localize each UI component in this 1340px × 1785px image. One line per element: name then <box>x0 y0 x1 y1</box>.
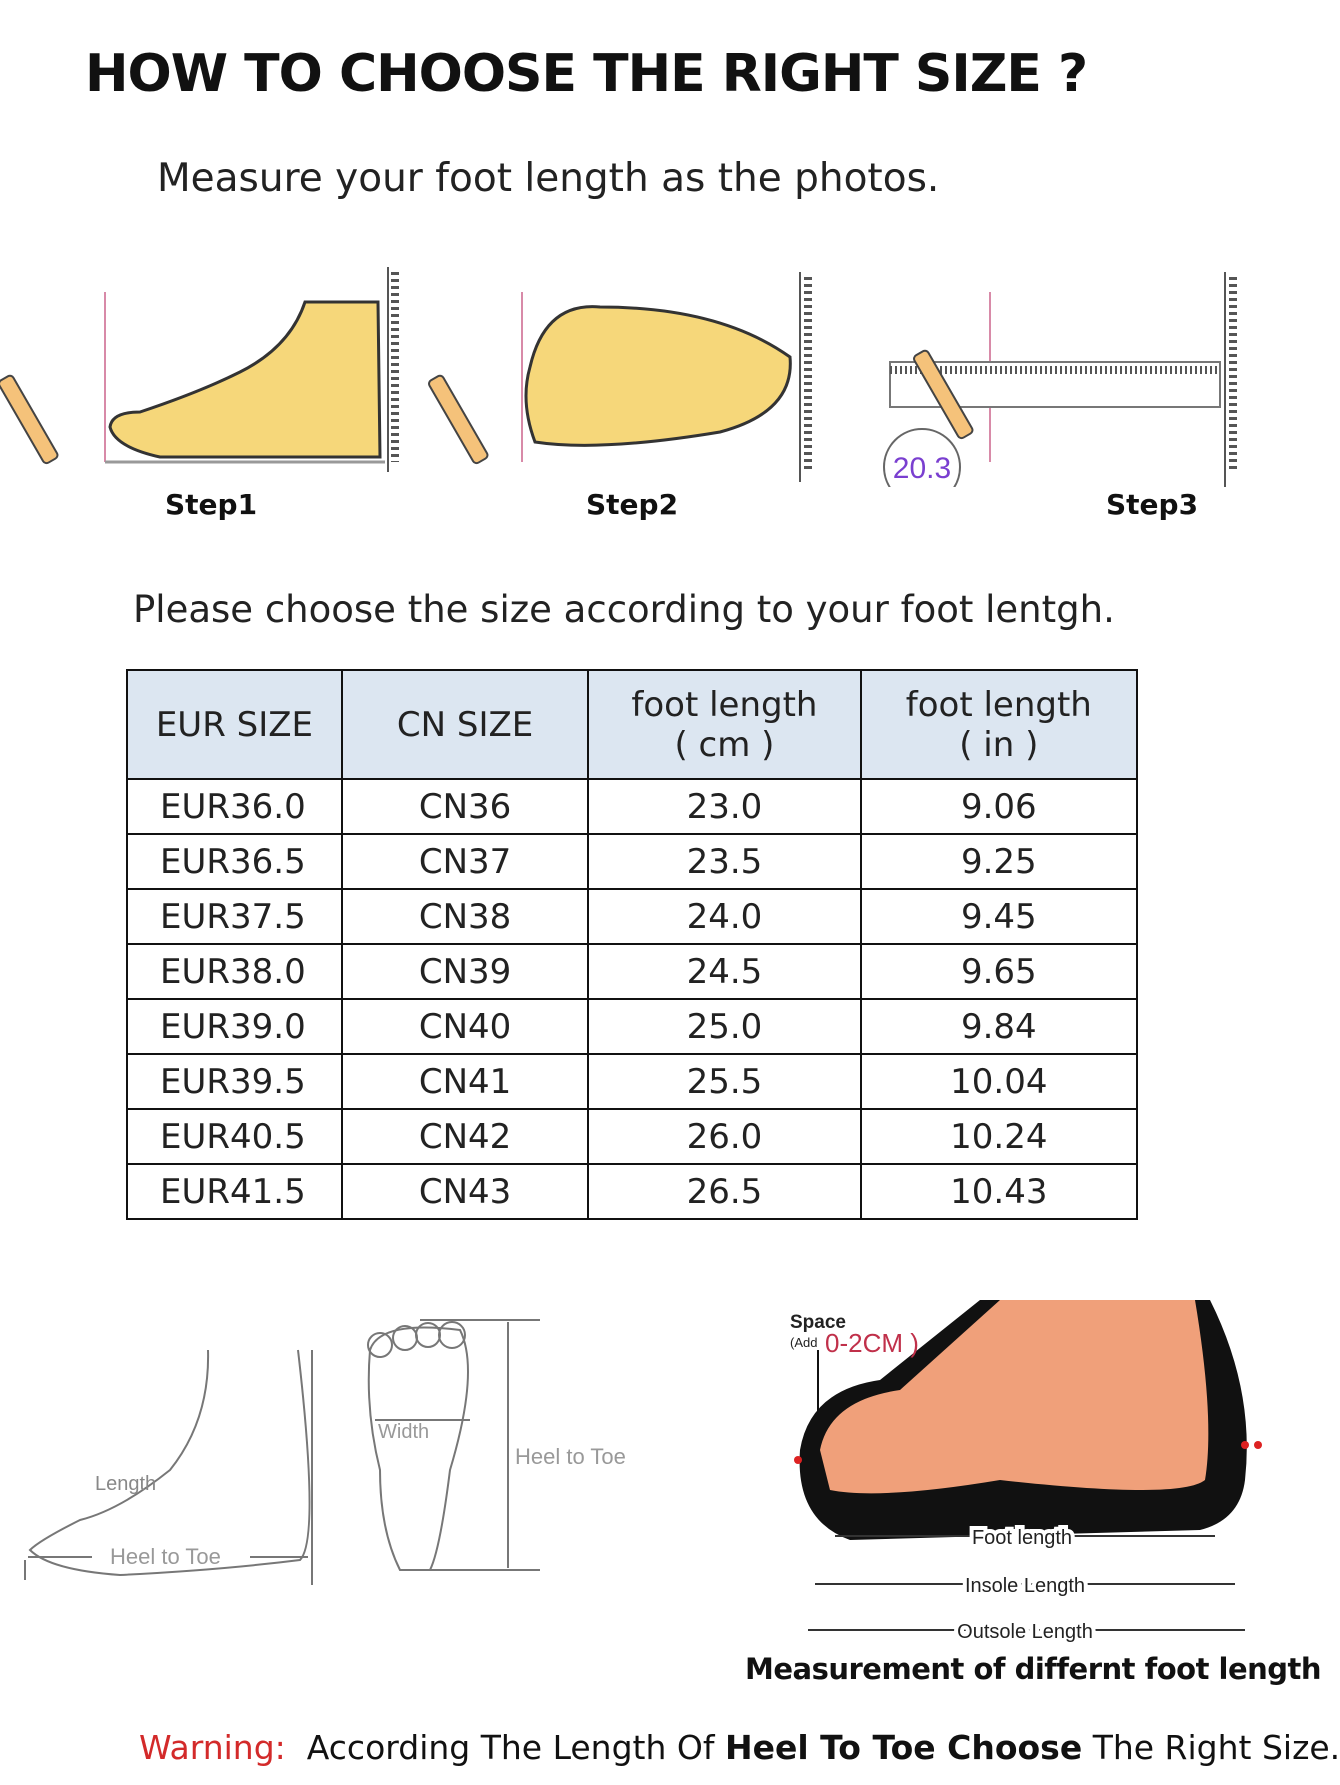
table-row: EUR36.5 CN37 23.5 9.25 <box>126 833 1139 890</box>
warning-bold: Heel To Toe Choose <box>724 1728 1083 1767</box>
table-row: EUR41.5 CN43 26.5 10.43 <box>126 1163 1139 1220</box>
foot-length-cm-cell: 24.0 <box>587 888 862 945</box>
eur-size-cell: EUR39.5 <box>126 1053 343 1110</box>
cn-size-cell: CN43 <box>340 1163 590 1220</box>
foot-length-label: Foot length <box>972 1527 1072 1549</box>
foot-length-in-cell: 9.45 <box>859 888 1139 945</box>
outsole-length-label: Outsole Length <box>957 1621 1093 1643</box>
cn-size-cell: CN40 <box>340 998 590 1055</box>
table-row: EUR40.5 CN42 26.0 10.24 <box>126 1108 1139 1165</box>
foot-side-outline-icon <box>24 1349 313 1585</box>
subtitle: Measure your foot length as the photos. <box>157 156 940 201</box>
shoe-cross-section-icon <box>794 1300 1262 1540</box>
table-row: EUR39.0 CN40 25.0 9.84 <box>126 998 1139 1055</box>
space-value: 0-2CM ) <box>825 1328 919 1358</box>
foot-length-cm-cell: 24.5 <box>587 943 862 1000</box>
foot-measurement-diagrams: Length Heel to Toe Width Heel to Toe Spa… <box>24 1300 1262 1647</box>
eur-size-cell: EUR41.5 <box>126 1163 343 1220</box>
header-eur-size: EUR SIZE <box>126 669 343 780</box>
add-label: (Add <box>790 1335 817 1350</box>
measurement-caption: Measurement of differnt foot length <box>745 1652 1322 1686</box>
foot-length-cm-cell: 26.0 <box>587 1108 862 1165</box>
warning-text: Warning: According The Length Of Heel To… <box>139 1728 1340 1767</box>
foot-length-in-cell: 9.06 <box>859 778 1139 835</box>
eur-size-cell: EUR36.5 <box>126 833 343 890</box>
foot-length-cm-cell: 25.0 <box>587 998 862 1055</box>
insole-length-label: Insole Length <box>965 1575 1085 1597</box>
cn-size-cell: CN37 <box>340 833 590 890</box>
header-text: foot length <box>905 684 1092 725</box>
foot-length-in-cell: 10.43 <box>859 1163 1139 1220</box>
width-label: Width <box>378 1421 429 1443</box>
eur-size-cell: EUR36.0 <box>126 778 343 835</box>
cn-size-cell: CN36 <box>340 778 590 835</box>
warning-label: Warning: <box>139 1728 286 1767</box>
ruler-reading: 20.3 <box>893 452 951 485</box>
header-cn-size: CN SIZE <box>340 669 590 780</box>
step2-label: Step2 <box>586 488 679 521</box>
cn-size-cell: CN41 <box>340 1053 590 1110</box>
heel-to-toe-vertical-label: Heel to Toe <box>515 1444 626 1469</box>
heel-to-toe-label: Heel to Toe <box>110 1544 221 1569</box>
header-unit: ( in ) <box>959 724 1039 765</box>
header-text: foot length <box>631 684 818 725</box>
eur-size-cell: EUR40.5 <box>126 1108 343 1165</box>
table-row: EUR37.5 CN38 24.0 9.45 <box>126 888 1139 945</box>
measuring-steps-illustration: 20.3 <box>0 267 1237 487</box>
length-label: Length <box>95 1473 156 1495</box>
cn-size-cell: CN38 <box>340 888 590 945</box>
table-header-row: EUR SIZE CN SIZE foot length( cm ) foot … <box>126 669 1139 780</box>
foot-length-in-cell: 9.25 <box>859 833 1139 890</box>
step2-foot-top-icon <box>428 272 812 482</box>
header-unit: ( cm ) <box>674 724 775 765</box>
step3-ruler-icon: 20.3 <box>883 272 1237 487</box>
instruction-text: Please choose the size according to your… <box>133 588 1115 631</box>
foot-length-in-cell: 10.24 <box>859 1108 1139 1165</box>
size-chart-table: EUR SIZE CN SIZE foot length( cm ) foot … <box>126 669 1139 1220</box>
step3-label: Step3 <box>1106 488 1199 521</box>
table-row: EUR39.5 CN41 25.5 10.04 <box>126 1053 1139 1110</box>
step1-foot-side-icon <box>0 267 399 472</box>
page-title: HOW TO CHOOSE THE RIGHT SIZE ? <box>85 44 1088 104</box>
foot-length-cm-cell: 25.5 <box>587 1053 862 1110</box>
table-row: EUR36.0 CN36 23.0 9.06 <box>126 778 1139 835</box>
foot-length-in-cell: 9.84 <box>859 998 1139 1055</box>
foot-length-cm-cell: 23.0 <box>587 778 862 835</box>
table-row: EUR38.0 CN39 24.5 9.65 <box>126 943 1139 1000</box>
foot-length-cm-cell: 23.5 <box>587 833 862 890</box>
eur-size-cell: EUR37.5 <box>126 888 343 945</box>
foot-length-cm-cell: 26.5 <box>587 1163 862 1220</box>
cn-size-cell: CN39 <box>340 943 590 1000</box>
cn-size-cell: CN42 <box>340 1108 590 1165</box>
eur-size-cell: EUR38.0 <box>126 943 343 1000</box>
header-foot-length-cm: foot length( cm ) <box>587 669 862 780</box>
warning-part: The Right Size. <box>1082 1728 1340 1767</box>
eur-size-cell: EUR39.0 <box>126 998 343 1055</box>
foot-length-in-cell: 9.65 <box>859 943 1139 1000</box>
warning-part: According The Length Of <box>306 1728 725 1767</box>
space-label: Space <box>790 1312 846 1333</box>
foot-length-in-cell: 10.04 <box>859 1053 1139 1110</box>
foot-sole-outline-icon <box>367 1319 540 1571</box>
header-foot-length-in: foot length( in ) <box>859 669 1139 780</box>
step1-label: Step1 <box>165 488 258 521</box>
